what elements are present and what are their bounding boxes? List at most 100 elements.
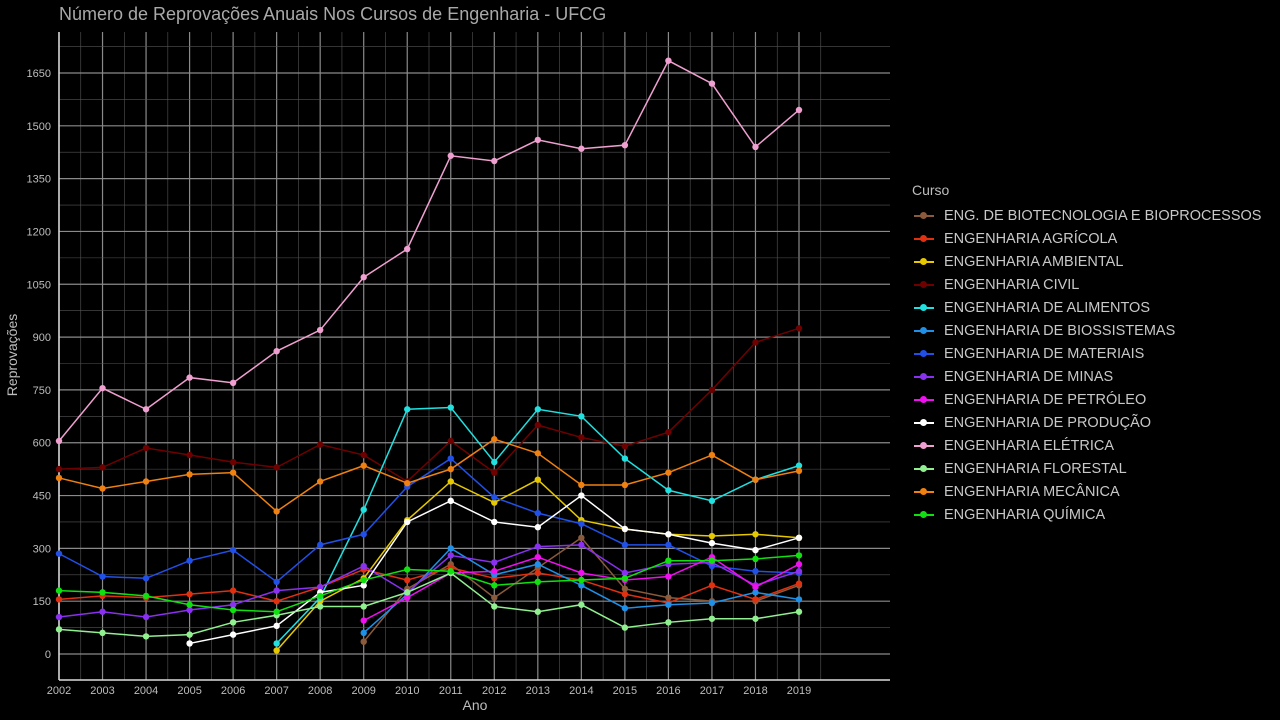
data-point [229,458,237,466]
data-point [534,608,542,615]
data-point [142,592,150,600]
data-point [534,543,542,550]
y-tick-label: 1050 [27,279,51,291]
legend-label: ENGENHARIA DE PRODUÇÃO [944,414,1152,431]
data-point [404,576,411,584]
data-point [447,478,454,485]
data-point [360,451,367,459]
legend-title: Curso [912,182,950,198]
legend-item: ENGENHARIA DE PRODUÇÃO [912,411,1261,434]
data-point [99,384,106,392]
legend-key-icon [912,232,936,246]
data-point [55,626,63,633]
data-point [316,441,324,448]
data-point [491,582,498,589]
data-point [621,525,629,533]
data-point [316,603,324,610]
data-point [316,583,324,591]
data-point [142,478,150,485]
x-tick-label: 2016 [656,685,680,697]
data-point [186,631,193,638]
y-tick-label: 1650 [27,68,51,80]
data-point [708,615,716,622]
data-point [708,532,716,540]
data-point [186,471,193,478]
data-point [142,613,150,621]
series-engenharia-mec-nica [55,436,803,515]
data-point [99,629,106,637]
legend-label: ENGENHARIA CIVIL [944,276,1080,293]
data-point [621,455,629,462]
series-line [58,59,800,442]
legend-key-icon [912,278,936,292]
data-point [99,485,106,492]
series-engenharia-de-materiais [55,455,803,586]
data-point [795,325,803,332]
data-point [491,568,498,575]
data-point [795,467,803,475]
x-tick-label: 2012 [482,685,506,697]
data-point [99,573,106,580]
data-point [708,582,716,589]
legend-item: ENGENHARIA MECÂNICA [912,480,1261,503]
data-point [229,546,237,554]
x-tick-label: 2008 [308,685,332,697]
data-point [360,562,367,570]
data-point [665,557,672,564]
legend-key-icon [912,324,936,338]
legend-label: ENGENHARIA DE PETRÓLEO [944,391,1147,408]
legend-key-icon [912,301,936,315]
data-point [795,534,803,541]
data-point [665,594,672,601]
data-point [578,145,585,152]
legend-key-icon [912,209,936,223]
data-point [360,274,367,281]
y-tick-label: 1350 [27,174,51,186]
y-tick-label: 1200 [27,226,51,238]
data-point [491,494,498,501]
data-point [186,640,193,647]
series-line [58,327,800,483]
x-tick-label: 2013 [526,685,550,697]
y-axis-label: Reprovações [4,314,20,397]
data-point [534,561,542,568]
data-point [447,552,454,559]
series-line [58,544,800,618]
data-point [404,594,411,601]
data-point [578,413,585,420]
data-point [708,386,716,394]
series-layer [55,57,803,654]
data-point [665,57,672,64]
x-tick-label: 2017 [700,685,724,697]
y-tick-label: 150 [33,596,51,608]
legend-key-icon [912,347,936,361]
data-point [578,601,585,608]
data-point [621,590,629,598]
data-point [142,633,150,640]
series-engenharia-de-produ-o [186,492,803,647]
series-engenharia-el-trica [55,57,803,445]
data-point [99,589,106,596]
legend-item: ENGENHARIA DE BIOSSISTEMAS [912,319,1261,342]
data-point [55,474,63,482]
data-point [404,518,411,526]
series-line [58,572,800,638]
data-point [229,619,237,626]
data-point [447,497,454,505]
x-tick-label: 2018 [743,685,767,697]
legend-label: ENGENHARIA AMBIENTAL [944,253,1124,270]
data-point [621,481,629,489]
y-tick-label: 0 [45,649,51,661]
data-point [621,585,629,593]
y-tick-label: 600 [33,438,51,450]
data-point [665,619,672,626]
data-point [621,605,629,612]
data-point [752,615,759,622]
data-point [621,575,629,582]
legend-item: ENGENHARIA AGRÍCOLA [912,227,1261,250]
data-point [186,374,193,381]
data-point [534,450,542,457]
data-point [360,506,367,513]
data-point [229,379,237,387]
data-point [752,546,759,554]
